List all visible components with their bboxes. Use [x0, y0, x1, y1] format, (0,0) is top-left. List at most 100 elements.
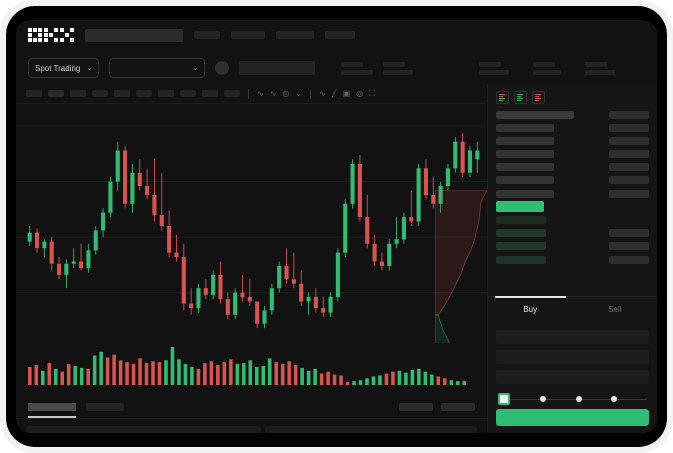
- magnet-icon[interactable]: ╱: [331, 88, 337, 98]
- orderbook-size-bar: [496, 229, 546, 238]
- app-screen: Spot Trading ⌄ ⌄: [16, 20, 657, 433]
- pair-avatar: [215, 61, 230, 75]
- candle-body: [71, 261, 76, 264]
- interval-chip[interactable]: [48, 90, 64, 97]
- interval-chip[interactable]: [26, 90, 42, 97]
- candlestick-chart[interactable]: [16, 105, 487, 343]
- bottom-panel-right[interactable]: [264, 426, 477, 433]
- nav-item-2[interactable]: [231, 31, 265, 39]
- tab-sell[interactable]: Sell: [573, 297, 658, 322]
- candle-body: [108, 181, 113, 213]
- orderbook-current-price[interactable]: [496, 201, 649, 213]
- orderbook-rows[interactable]: [488, 110, 657, 296]
- orderbook-ask-row[interactable]: [496, 136, 649, 145]
- candle-body: [387, 243, 392, 266]
- volume-bar: [86, 368, 90, 385]
- interval-chip[interactable]: [180, 90, 196, 97]
- candle-body: [306, 297, 311, 302]
- order-total-field[interactable]: [496, 370, 649, 384]
- nav-item-4[interactable]: [325, 31, 355, 39]
- volume-bar: [267, 358, 272, 385]
- search-input[interactable]: [85, 28, 183, 42]
- volume-chart[interactable]: [16, 343, 487, 395]
- camera-icon[interactable]: ▣: [342, 88, 351, 98]
- bottom-action-2[interactable]: [441, 402, 475, 411]
- volume-bar: [339, 375, 343, 385]
- candle-body: [240, 292, 245, 298]
- step-dot-3[interactable]: [575, 396, 582, 402]
- volume-bar: [358, 380, 363, 385]
- ticker-row: Spot Trading ⌄ ⌄: [16, 52, 657, 84]
- step-dot-2[interactable]: [539, 396, 546, 402]
- orderbook-ask-row[interactable]: [496, 163, 649, 172]
- nav-item-1[interactable]: [194, 31, 220, 39]
- volume-bar: [112, 354, 116, 385]
- candle-body: [34, 232, 40, 249]
- volume-bar: [125, 362, 129, 385]
- orderbook-price-cell: [609, 255, 649, 264]
- bottom-tab-open-orders[interactable]: [28, 402, 76, 418]
- candle-body: [313, 297, 318, 309]
- orderbook-bid-row[interactable]: [496, 242, 649, 251]
- bottom-tab-order-history[interactable]: [86, 402, 124, 411]
- candle-body: [101, 212, 106, 231]
- trading-pair-select[interactable]: ⌄: [109, 58, 206, 78]
- volume-bar: [138, 358, 142, 385]
- orderbook-ask-row[interactable]: [496, 150, 649, 159]
- bottom-panel-left[interactable]: [26, 426, 261, 433]
- volume-bar: [183, 364, 188, 385]
- candle-body: [416, 168, 421, 222]
- settings-icon[interactable]: ◎: [356, 88, 364, 98]
- interval-chip[interactable]: [70, 90, 86, 97]
- interval-chip[interactable]: [224, 90, 240, 97]
- step-dot-4[interactable]: [611, 396, 618, 402]
- order-amount-field[interactable]: [496, 350, 649, 364]
- volume-bar: [196, 368, 201, 385]
- market-type-select[interactable]: Spot Trading ⌄: [28, 58, 100, 78]
- orderbook-size-bar: [496, 136, 554, 145]
- orderbook-view-both-icon[interactable]: [496, 91, 509, 104]
- orderbook-view-bids-icon[interactable]: [514, 91, 527, 104]
- volume-bar: [92, 355, 97, 385]
- candle-body: [167, 226, 172, 253]
- orderbook-ask-row[interactable]: [496, 123, 649, 132]
- candle-body: [218, 274, 223, 300]
- interval-chip[interactable]: [202, 90, 218, 97]
- indicator-icon[interactable]: ∿: [257, 88, 264, 98]
- fullscreen-icon[interactable]: ⛶: [369, 88, 375, 98]
- orderbook-bid-row[interactable]: [496, 255, 649, 264]
- alert-icon[interactable]: ◎: [282, 88, 290, 98]
- orderbook-price-cell: [609, 189, 649, 198]
- step-dot-1[interactable]: [498, 393, 510, 405]
- compare-icon[interactable]: ∿: [269, 88, 277, 98]
- interval-chip[interactable]: [136, 90, 152, 97]
- candle-body: [394, 239, 399, 244]
- nav-item-3[interactable]: [276, 31, 314, 39]
- volume-bar: [352, 381, 356, 385]
- orderbook-ask-row[interactable]: [496, 189, 649, 198]
- interval-chip[interactable]: [92, 90, 108, 97]
- orderbook-ask-row[interactable]: [496, 176, 649, 185]
- order-price-field[interactable]: [496, 330, 649, 344]
- orderbook-bid-row[interactable]: [496, 216, 649, 225]
- orderbook-price-cell: [609, 229, 649, 238]
- orderbook-size-bar: [496, 176, 554, 185]
- device-bezel: Spot Trading ⌄ ⌄: [6, 6, 667, 447]
- okx-logo-icon[interactable]: [28, 28, 74, 42]
- submit-order-button[interactable]: [496, 409, 649, 426]
- orderbook-view-asks-icon[interactable]: [532, 91, 545, 104]
- orderbook-bid-row[interactable]: [496, 229, 649, 238]
- volume-bar: [229, 359, 233, 385]
- candle-body: [233, 292, 238, 315]
- tab-buy[interactable]: Buy: [488, 296, 573, 322]
- candle-body: [247, 297, 252, 302]
- orderbook-ask-row[interactable]: [496, 110, 649, 119]
- interval-chip[interactable]: [158, 90, 174, 97]
- volume-bar: [105, 357, 110, 385]
- bottom-action-1[interactable]: [399, 402, 433, 411]
- chevron-down-icon[interactable]: ⌄: [295, 88, 303, 98]
- interval-chip[interactable]: [114, 90, 130, 97]
- line-tool-icon[interactable]: ∿: [319, 88, 326, 98]
- candle-body: [145, 186, 150, 195]
